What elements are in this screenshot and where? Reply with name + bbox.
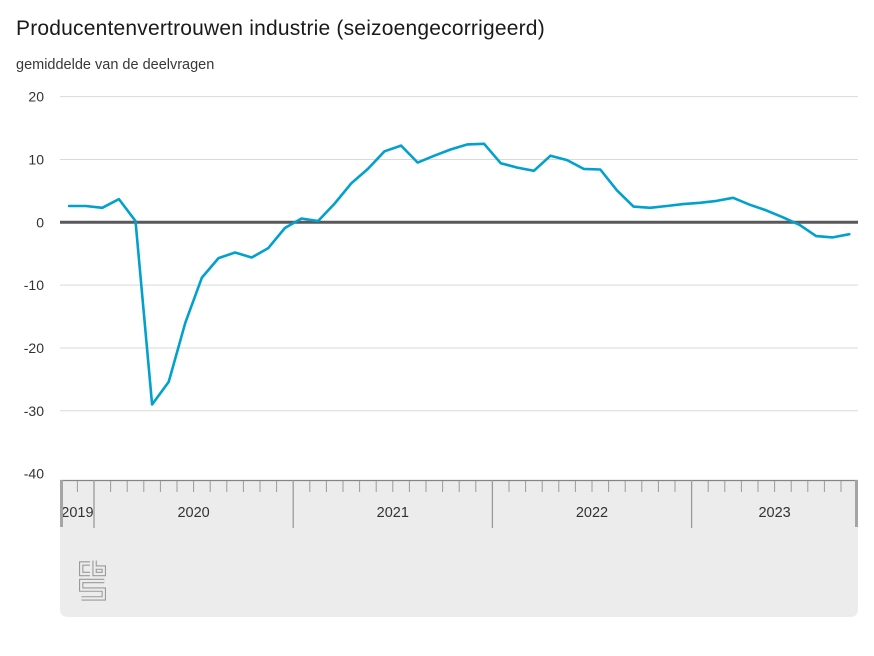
x-axis-year-label: 2021: [377, 505, 409, 521]
chart-subtitle: gemiddelde van de deelvragen: [16, 57, 215, 73]
y-axis-tick-label: 20: [28, 89, 44, 105]
y-axis-tick-label: 10: [28, 151, 44, 167]
x-axis-year-label: 2019: [61, 505, 93, 521]
chart-title: Producentenvertrouwen industrie (seizoen…: [16, 17, 545, 40]
cbs-logo: [79, 560, 106, 601]
cbs-logo-letter-fill: [80, 579, 105, 600]
y-axis-tick-label: 0: [36, 214, 44, 230]
cbs-logo-letter-fill: [80, 562, 90, 576]
time-range-slider-track[interactable]: [60, 480, 858, 617]
confidence-line: [67, 142, 851, 406]
slider-handle-left[interactable]: [60, 480, 63, 527]
y-axis-tick-label: -30: [24, 403, 44, 419]
x-axis-year-label: 2023: [758, 505, 790, 521]
y-axis-tick-label: -20: [24, 340, 44, 356]
y-axis-tick-label: -10: [24, 277, 44, 293]
x-axis-year-label: 2020: [177, 505, 209, 521]
y-axis-tick-label: -40: [24, 466, 44, 482]
cbs-logo-letter-fill: [93, 560, 105, 576]
x-axis-year-label: 2022: [576, 505, 608, 521]
slider-handle-right[interactable]: [855, 480, 858, 527]
